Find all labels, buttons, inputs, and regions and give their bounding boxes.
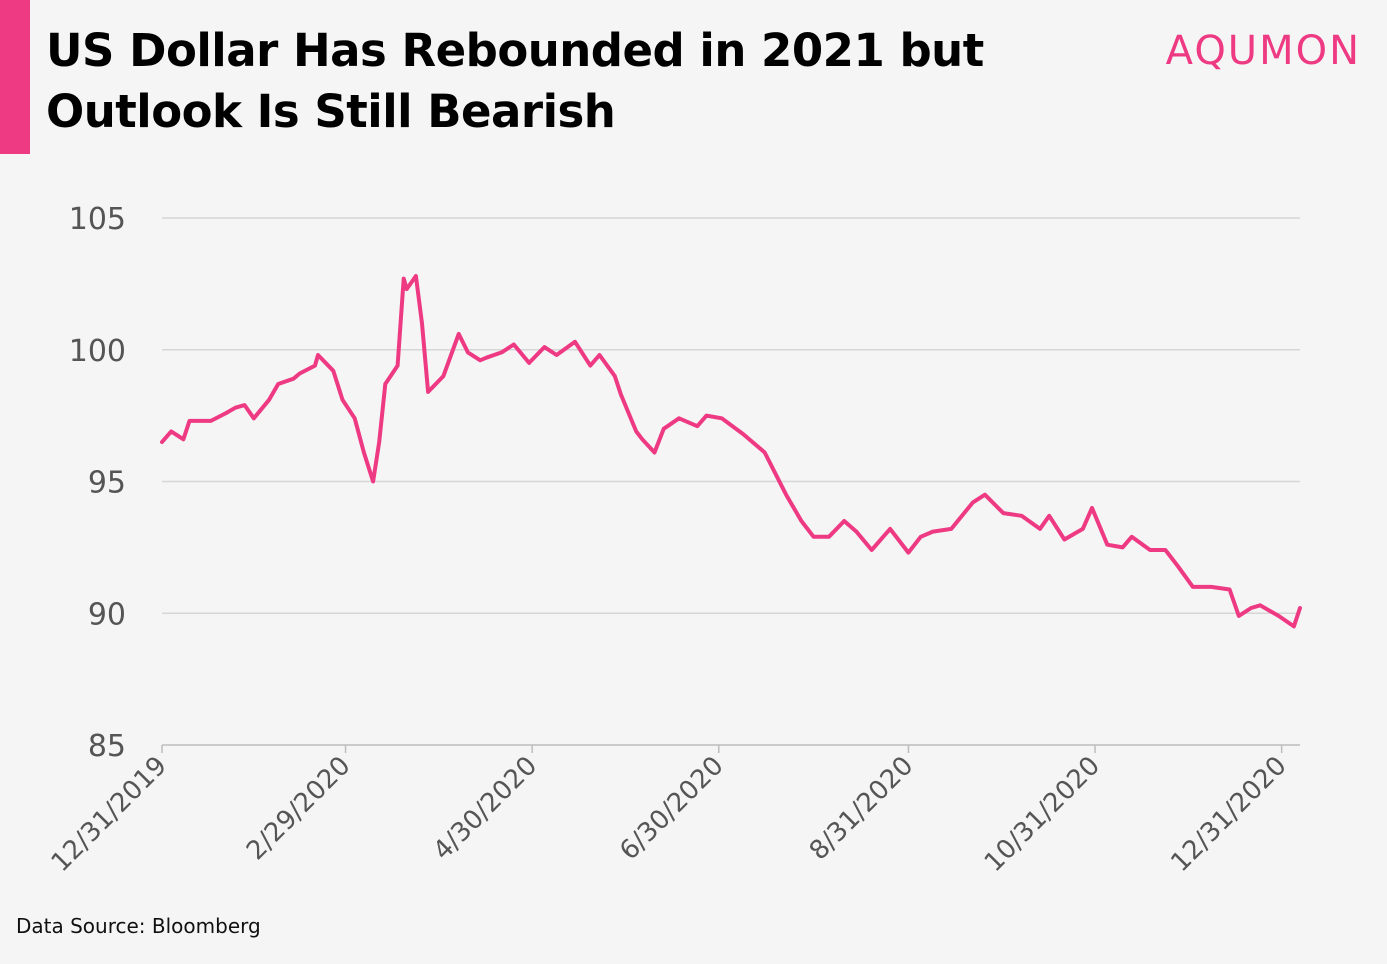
title-line-2: Outlook Is Still Bearish	[46, 85, 616, 138]
chart-title: US Dollar Has Rebounded in 2021 but Outl…	[46, 20, 1046, 142]
x-tick-label: 6/30/2020	[614, 751, 729, 866]
title-accent-bar	[0, 0, 30, 154]
y-tick-label: 100	[69, 334, 126, 369]
data-source-note: Data Source: Bloomberg	[16, 914, 261, 938]
series-line	[160, 274, 1302, 629]
x-tick-label: 12/31/2019	[46, 751, 173, 878]
x-tick-label: 2/29/2020	[241, 751, 356, 866]
x-tick-label: 10/31/2020	[979, 751, 1106, 878]
x-tick-label: 4/30/2020	[428, 751, 543, 866]
y-tick-label: 90	[88, 597, 126, 632]
title-line-1: US Dollar Has Rebounded in 2021 but	[46, 24, 984, 77]
brand-logo: AQUMON	[1165, 28, 1361, 74]
y-tick-label: 105	[69, 202, 126, 237]
y-tick-label: 85	[88, 729, 126, 764]
y-tick-label: 95	[88, 466, 126, 501]
x-tick-label: 12/31/2020	[1165, 751, 1292, 878]
x-tick-label: 8/31/2020	[804, 751, 919, 866]
